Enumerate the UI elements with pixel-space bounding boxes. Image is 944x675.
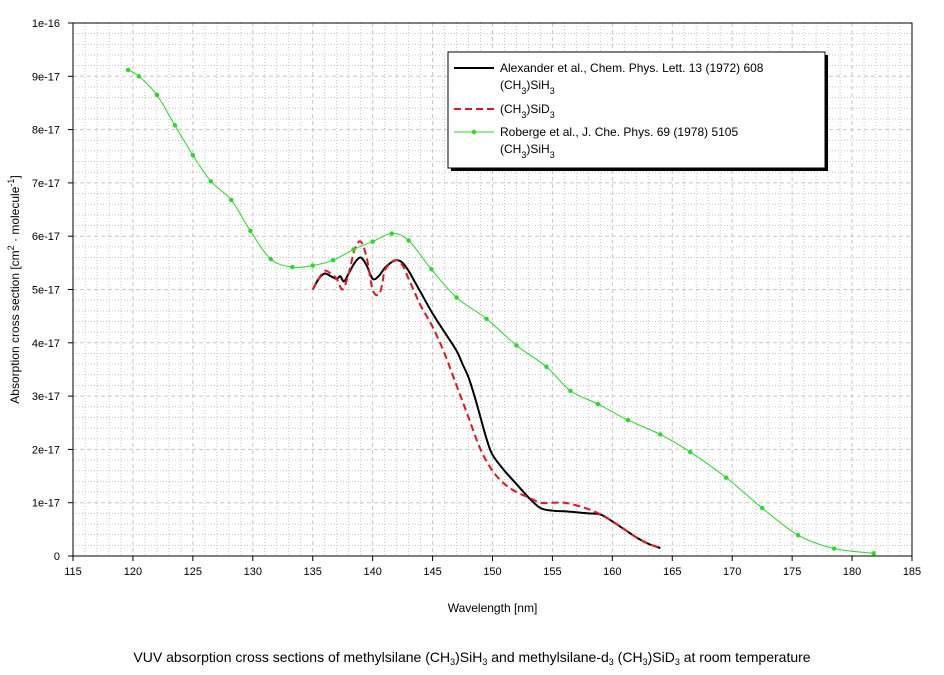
series-point-3 [370,239,375,244]
series-point-3 [290,264,295,270]
x-tick-label: 130 [244,566,262,578]
x-tick-label: 125 [184,566,202,578]
y-tick-label: 2e-17 [32,444,60,456]
legend-label-2: (CH3)SiD3 [500,102,555,120]
series-point-3 [125,67,131,73]
y-tick-label: 1e-17 [32,498,60,510]
legend: Alexander et al., Chem. Phys. Lett. 13 (… [447,51,828,171]
series-point-3 [172,123,178,128]
series-line-1 [311,256,661,549]
series-point-3 [351,247,356,252]
x-tick-label: 170 [723,566,741,578]
y-tick-label: 7e-17 [32,178,60,190]
legend-label-1: Alexander et al., Chem. Phys. Lett. 13 (… [500,61,764,75]
x-tick-label: 155 [543,566,561,578]
series-line-2 [311,240,661,549]
x-tick-label: 145 [423,566,441,578]
series-point-3 [268,256,273,262]
legend-marker-3 [471,129,477,135]
y-tick-label: 1e-16 [32,18,60,30]
legend-label-3: (CH3)SiH3 [500,142,555,160]
y-tick-label: 6e-17 [32,231,60,243]
series-point-3 [484,316,489,322]
series-point-3 [871,551,876,556]
legend-label-1: (CH3)SiH3 [500,78,555,96]
legend-box [447,51,826,169]
y-tick-label: 8e-17 [32,125,60,137]
series-point-3 [688,449,693,455]
x-tick-label: 175 [783,566,801,578]
series-point-3 [514,343,519,348]
figure-caption: VUV absorption cross sections of methyls… [133,649,811,667]
series-point-3 [330,257,336,263]
x-tick-label: 115 [64,566,82,578]
series-point-3 [248,228,253,234]
series-point-3 [831,546,837,551]
series-point-3 [795,533,801,538]
x-tick-label: 120 [124,566,142,578]
y-tick-label: 3e-17 [32,391,60,403]
y-tick-label: 4e-17 [32,338,60,350]
series-group [125,67,876,556]
series-point-3 [136,74,142,79]
series-point-3 [429,267,434,272]
series-point-3 [759,505,765,511]
y-axis-label: Absorption cross section [cm2 · molecule… [6,175,22,403]
y-tick-label: 5e-17 [32,285,60,297]
series-point-3 [208,179,214,184]
series-point-3 [389,231,395,236]
legend-label-3: Roberge et al., J. Che. Phys. 69 (1978) … [500,125,738,139]
axis-ticks: 115 120 125 130 135 140 145 150 155 160 165 170 175 1… [32,18,921,578]
series-point-3 [154,92,160,98]
series-point-3 [454,295,459,300]
series-point-3 [724,475,729,480]
x-axis-label: Wavelength [nm] [448,601,538,615]
x-tick-label: 135 [304,566,322,578]
x-tick-label: 185 [903,566,921,578]
series-point-3 [310,263,315,268]
series-point-3 [229,197,234,203]
x-tick-label: 150 [483,566,501,578]
y-tick-label: 0 [54,551,60,563]
x-tick-label: 140 [363,566,381,578]
series-point-3 [625,417,631,423]
x-tick-label: 160 [603,566,621,578]
series-point-3 [406,238,411,243]
x-tick-label: 180 [843,566,861,578]
series-point-3 [568,388,573,393]
series-point-3 [544,364,549,369]
series-point-3 [190,152,196,158]
y-tick-label: 9e-17 [32,71,60,83]
series-point-3 [658,432,663,437]
series-point-3 [595,401,601,407]
x-tick-label: 165 [663,566,681,578]
